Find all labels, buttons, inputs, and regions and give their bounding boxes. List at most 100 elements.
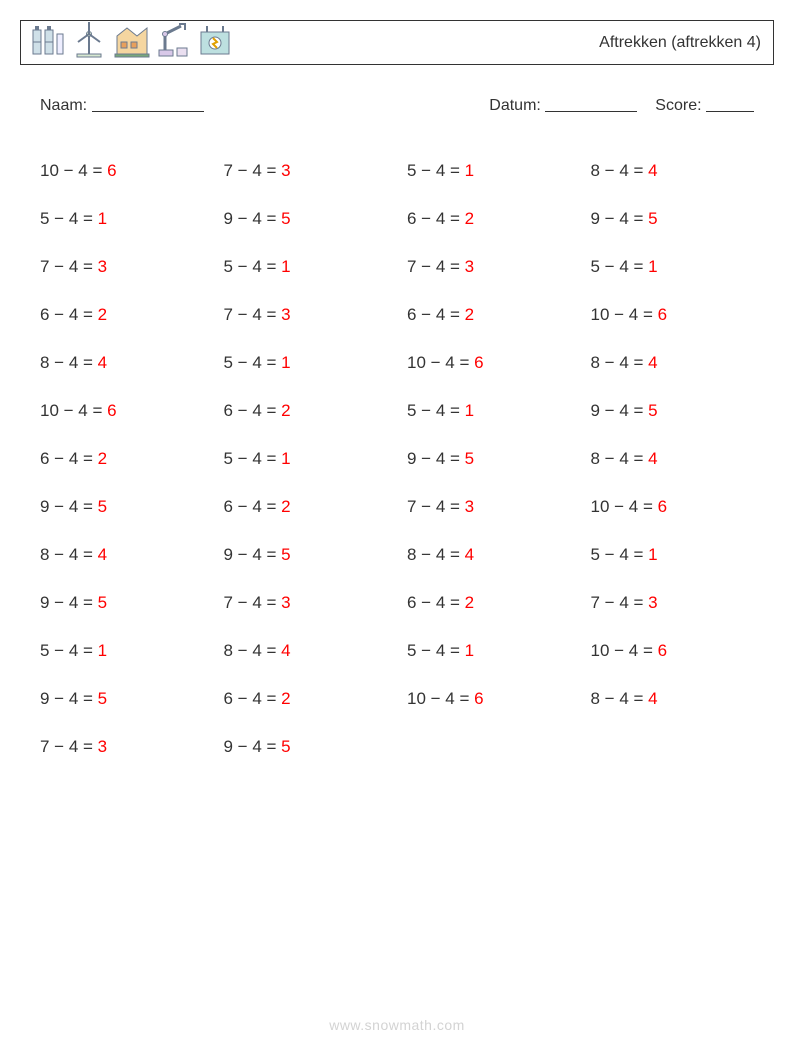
- problem-cell: 7 − 4 = 3: [407, 483, 581, 531]
- problem-expression: 8 − 4 =: [407, 545, 465, 565]
- problem-cell: 9 − 4 = 5: [224, 195, 398, 243]
- problem-answer: 6: [658, 305, 667, 325]
- meta-row: Naam: Datum: Score:: [40, 93, 754, 115]
- problem-cell: 10 − 4 = 6: [591, 483, 765, 531]
- problem-expression: 8 − 4 =: [591, 689, 649, 709]
- factory-icon: [111, 20, 151, 65]
- problem-answer: 3: [281, 161, 290, 181]
- problem-cell: 9 − 4 = 5: [40, 579, 214, 627]
- date-blank[interactable]: [545, 95, 637, 112]
- problem-expression: 5 − 4 =: [224, 449, 282, 469]
- problem-cell: 10 − 4 = 6: [407, 675, 581, 723]
- problem-answer: 1: [465, 641, 474, 661]
- problem-cell: 5 − 4 = 1: [591, 243, 765, 291]
- problem-answer: 6: [474, 689, 483, 709]
- problem-cell: 9 − 4 = 5: [224, 531, 398, 579]
- problem-expression: 6 − 4 =: [224, 401, 282, 421]
- problem-cell: 6 − 4 = 2: [40, 435, 214, 483]
- problem-answer: 3: [98, 257, 107, 277]
- name-blank[interactable]: [92, 95, 204, 112]
- problem-cell: 8 − 4 = 4: [591, 675, 765, 723]
- problem-answer: 6: [107, 401, 116, 421]
- date-field: Datum:: [489, 93, 637, 115]
- problem-cell: 9 − 4 = 5: [591, 195, 765, 243]
- problem-expression: 6 − 4 =: [40, 305, 98, 325]
- problem-answer: 1: [465, 401, 474, 421]
- problem-expression: 8 − 4 =: [40, 545, 98, 565]
- problem-answer: 3: [98, 737, 107, 757]
- problem-cell: 5 − 4 = 1: [224, 243, 398, 291]
- problem-expression: 5 − 4 =: [40, 209, 98, 229]
- problem-cell: 6 − 4 = 2: [224, 387, 398, 435]
- problem-answer: 1: [648, 545, 657, 565]
- problem-answer: 5: [281, 737, 290, 757]
- problem-cell: 8 − 4 = 4: [40, 531, 214, 579]
- problem-answer: 1: [98, 209, 107, 229]
- problem-answer: 5: [281, 209, 290, 229]
- problem-cell: 7 − 4 = 3: [224, 579, 398, 627]
- problem-expression: 8 − 4 =: [591, 353, 649, 373]
- problem-answer: 3: [281, 593, 290, 613]
- problem-answer: 5: [98, 497, 107, 517]
- problem-answer: 2: [281, 401, 290, 421]
- problem-cell: 8 − 4 = 4: [591, 147, 765, 195]
- problem-expression: 8 − 4 =: [224, 641, 282, 661]
- problem-answer: 3: [281, 305, 290, 325]
- problem-cell: 5 − 4 = 1: [407, 387, 581, 435]
- problem-expression: 7 − 4 =: [591, 593, 649, 613]
- problem-answer: 5: [98, 593, 107, 613]
- problem-answer: 4: [648, 449, 657, 469]
- problem-cell: 6 − 4 = 2: [407, 291, 581, 339]
- problem-cell: 7 − 4 = 3: [224, 147, 398, 195]
- problem-cell: 5 − 4 = 1: [224, 435, 398, 483]
- problem-expression: 7 − 4 =: [40, 257, 98, 277]
- problem-answer: 2: [465, 593, 474, 613]
- problem-expression: 8 − 4 =: [591, 449, 649, 469]
- problem-cell: 8 − 4 = 4: [591, 435, 765, 483]
- problem-expression: 9 − 4 =: [224, 737, 282, 757]
- problem-answer: 6: [658, 497, 667, 517]
- problem-answer: 3: [648, 593, 657, 613]
- problem-answer: 1: [465, 161, 474, 181]
- problem-expression: 5 − 4 =: [591, 545, 649, 565]
- problem-answer: 3: [465, 257, 474, 277]
- problem-answer: 6: [107, 161, 116, 181]
- name-label: Naam:: [40, 97, 87, 114]
- problem-answer: 1: [648, 257, 657, 277]
- problem-answer: 2: [98, 449, 107, 469]
- wind-turbine-icon: [69, 20, 109, 65]
- problem-answer: 5: [281, 545, 290, 565]
- problem-answer: 2: [281, 497, 290, 517]
- problem-cell: 10 − 4 = 6: [40, 147, 214, 195]
- problem-answer: 4: [648, 161, 657, 181]
- problem-expression: 9 − 4 =: [224, 545, 282, 565]
- problem-answer: 4: [648, 689, 657, 709]
- problem-cell: 8 − 4 = 4: [40, 339, 214, 387]
- problem-cell: 7 − 4 = 3: [407, 243, 581, 291]
- problem-cell: 6 − 4 = 2: [40, 291, 214, 339]
- problem-cell: 8 − 4 = 4: [591, 339, 765, 387]
- header-box: Aftrekken (aftrekken 4): [20, 20, 774, 65]
- batteries-icon: [27, 20, 67, 65]
- problem-cell: 7 − 4 = 3: [224, 291, 398, 339]
- problem-cell: 6 − 4 = 2: [407, 195, 581, 243]
- problem-expression: 6 − 4 =: [407, 209, 465, 229]
- problem-expression: 7 − 4 =: [224, 161, 282, 181]
- problem-answer: 4: [465, 545, 474, 565]
- problem-expression: 8 − 4 =: [591, 161, 649, 181]
- name-field: Naam:: [40, 93, 204, 115]
- score-field: Score:: [655, 93, 754, 115]
- problem-expression: 9 − 4 =: [407, 449, 465, 469]
- score-blank[interactable]: [706, 95, 754, 112]
- problem-answer: 2: [98, 305, 107, 325]
- problem-expression: 10 − 4 =: [591, 305, 658, 325]
- problem-expression: 5 − 4 =: [224, 257, 282, 277]
- problem-expression: 5 − 4 =: [40, 641, 98, 661]
- problem-expression: 6 − 4 =: [407, 593, 465, 613]
- problem-expression: 10 − 4 =: [591, 641, 658, 661]
- problem-cell: 10 − 4 = 6: [591, 291, 765, 339]
- problem-answer: 5: [648, 401, 657, 421]
- problem-expression: 5 − 4 =: [591, 257, 649, 277]
- problem-cell: 5 − 4 = 1: [407, 627, 581, 675]
- problem-answer: 2: [465, 305, 474, 325]
